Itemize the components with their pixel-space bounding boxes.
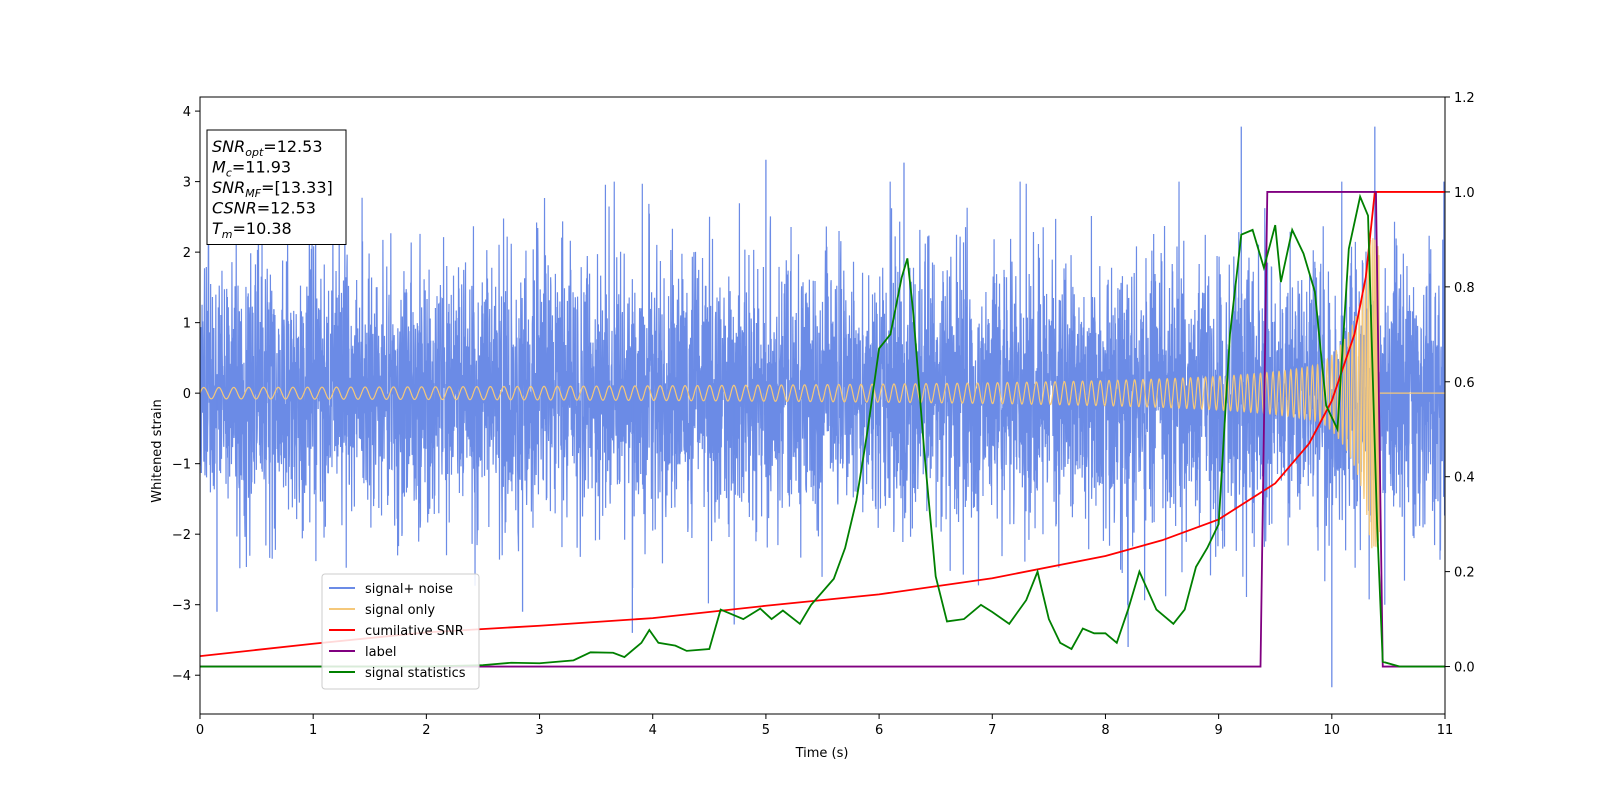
y-tick-label: 3 xyxy=(183,176,191,191)
y-tick-label: 1 xyxy=(183,317,191,332)
x-tick-label: 7 xyxy=(988,723,996,738)
series-signal-statistics xyxy=(200,193,1445,668)
x-tick-label: 5 xyxy=(762,723,770,738)
y-tick-label: 2 xyxy=(183,246,191,261)
legend-label: signal statistics xyxy=(365,666,466,681)
y2-tick-label: 0.0 xyxy=(1454,661,1475,676)
x-tick-label: 0 xyxy=(196,723,204,738)
legend-label: signal only xyxy=(365,603,435,618)
series-signal-noise xyxy=(200,181,1445,605)
plot-frame xyxy=(199,96,1446,715)
x-axis-label: Time (s) xyxy=(795,746,849,761)
series-signal-only xyxy=(200,238,1445,549)
y2-tick-label: 0.8 xyxy=(1454,281,1475,296)
y-tick-label: −4 xyxy=(172,669,191,684)
x-tick-label: 10 xyxy=(1324,723,1341,738)
annotation-box: SNRopt=12.53Mc=11.93SNRMF=[13.33]CSNR=12… xyxy=(206,129,347,245)
axis-layer: 0 1 2 3 4 5 6 7 8 9 10 11 −4 −3 −2 −1 0 1 2 3 4 0.0 0.2 0.4 0.6 0… xyxy=(172,91,1475,738)
y2-tick-label: 1.0 xyxy=(1454,186,1475,201)
y-tick-label: −1 xyxy=(172,458,191,473)
x-tick-label: 6 xyxy=(875,723,883,738)
legend-label: label xyxy=(365,645,396,660)
x-tick-label: 11 xyxy=(1437,723,1454,738)
y2-tick-label: 0.2 xyxy=(1454,566,1475,581)
x-tick-label: 1 xyxy=(309,723,317,738)
annotation-line: Tm=10.38 xyxy=(212,219,292,241)
x-tick-label: 2 xyxy=(422,723,430,738)
y2-tick-label: 1.2 xyxy=(1454,91,1475,106)
x-tick-label: 4 xyxy=(649,723,657,738)
y-tick-label: 0 xyxy=(183,387,191,402)
y2-tick-label: 0.4 xyxy=(1454,471,1475,486)
y2-tick-label: 0.6 xyxy=(1454,376,1475,391)
y-axis-label: Whitened strain xyxy=(150,399,165,502)
x-tick-label: 9 xyxy=(1214,723,1222,738)
y-tick-label: −3 xyxy=(172,599,191,614)
y-tick-label: −2 xyxy=(172,528,191,543)
legend-label: signal+ noise xyxy=(365,582,453,597)
x-tick-label: 3 xyxy=(535,723,543,738)
x-tick-label: 8 xyxy=(1101,723,1109,738)
annotation-line: Mc=11.93 xyxy=(212,158,291,180)
series-layer xyxy=(200,126,1445,688)
annotation-line: CSNR=12.53 xyxy=(212,199,316,218)
annotation-line: SNRopt=12.53 xyxy=(212,137,323,159)
series-cumilative-snr xyxy=(200,191,1445,657)
annotation-line: SNRMF=[13.33] xyxy=(212,178,333,200)
legend-label: cumilative SNR xyxy=(365,624,464,639)
y-tick-label: 4 xyxy=(183,105,191,120)
series-label xyxy=(200,191,1445,668)
legend: signal+ noise signal only cumilative SNR la… xyxy=(321,573,480,690)
